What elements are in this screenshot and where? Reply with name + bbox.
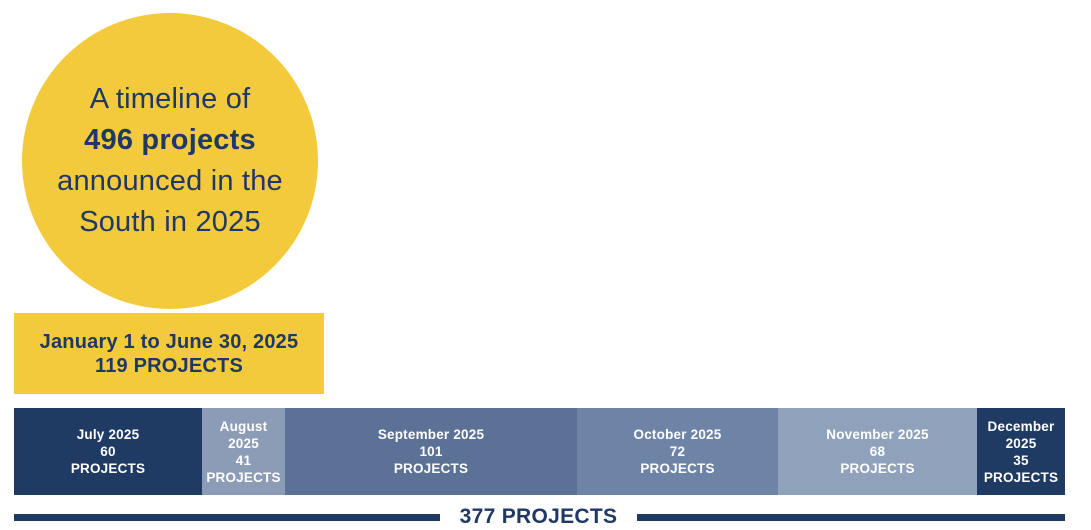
segment-month: November 2025 (826, 427, 929, 442)
first-half-period: January 1 to June 30, 2025 (39, 330, 299, 353)
segment-month: August 2025 (219, 418, 268, 451)
title-line-3: announced in the (57, 165, 283, 197)
segment-month: October 2025 (633, 427, 722, 442)
timeline-segment-december: December 2025 35 PROJECTS (977, 408, 1065, 495)
segment-count: 72 (669, 444, 686, 459)
segment-projects-label: PROJECTS (640, 461, 715, 476)
segment-projects-label: PROJECTS (206, 469, 281, 485)
segment-projects-label: PROJECTS (70, 461, 146, 476)
total-rule-right (637, 514, 1065, 521)
segment-month: July 2025 (76, 427, 140, 442)
timeline-segment-november: November 2025 68 PROJECTS (778, 408, 977, 495)
segment-count: 68 (869, 444, 886, 459)
segment-month: December 2025 (987, 418, 1055, 451)
segment-count: 35 (1013, 452, 1029, 468)
total-rule-left (14, 514, 440, 521)
first-half-projects: 119 PROJECTS (94, 354, 244, 377)
segment-projects-label: PROJECTS (840, 461, 915, 476)
timeline-segment-august: August 2025 41 PROJECTS (202, 408, 285, 495)
segment-projects-label: PROJECTS (393, 461, 469, 476)
segment-count: 60 (100, 444, 116, 459)
segment-projects-label: PROJECTS (983, 469, 1059, 485)
segment-count: 41 (235, 452, 252, 468)
title-line-2: 496 projects (84, 124, 256, 156)
segment-count: 101 (419, 444, 443, 459)
timeline-segment-september: September 2025 101 PROJECTS (285, 408, 577, 495)
total-projects-label: 377 PROJECTS (459, 504, 618, 528)
title-circle: A timeline of 496 projects announced in … (22, 13, 318, 309)
segment-month: September 2025 (377, 427, 485, 442)
timeline-segment-july: July 2025 60 PROJECTS (14, 408, 202, 495)
total-row: 377 PROJECTS (0, 503, 1091, 530)
timeline-bar: July 2025 60 PROJECTS August 2025 41 PRO… (14, 408, 1065, 495)
timeline-segment-october: October 2025 72 PROJECTS (577, 408, 778, 495)
first-half-callout: January 1 to June 30, 2025 119 PROJECTS (14, 313, 324, 394)
title-line-1: A timeline of (89, 83, 251, 115)
title-line-4: South in 2025 (79, 206, 261, 238)
title-text: A timeline of 496 projects announced in … (57, 79, 283, 243)
